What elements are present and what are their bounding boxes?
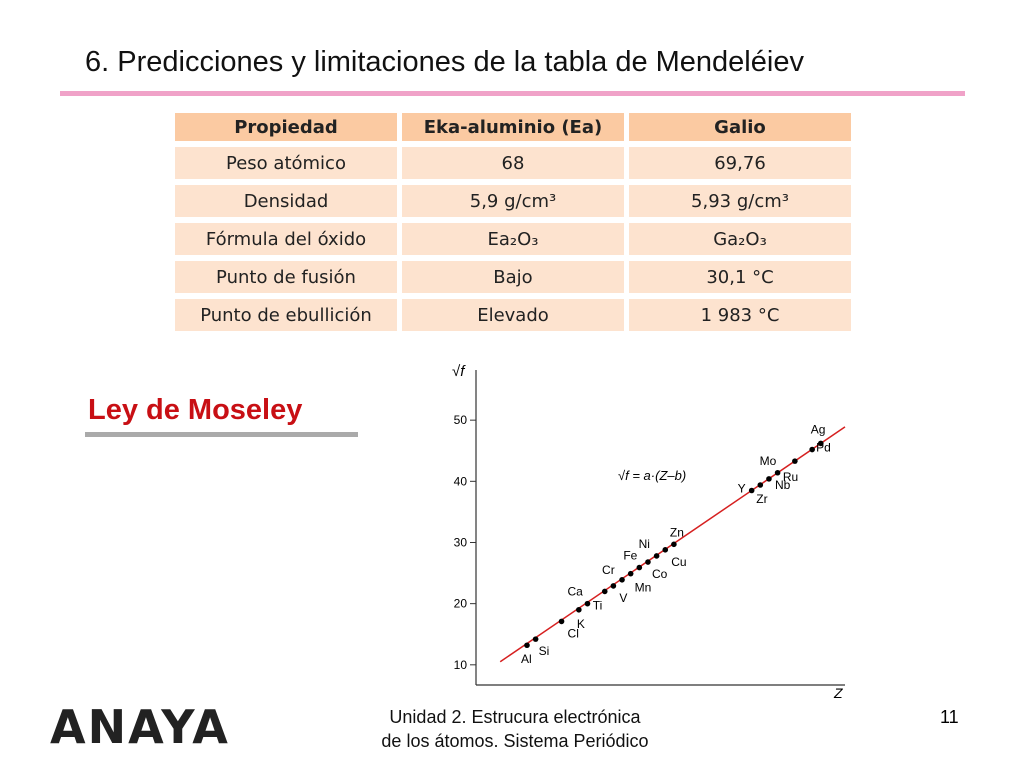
data-point (662, 547, 669, 553)
table-cell: 5,9 g/cm³ (402, 185, 624, 217)
data-point (601, 588, 608, 595)
slide-title: 6. Predicciones y limitaciones de la tab… (85, 46, 804, 78)
point-label: Co (652, 567, 668, 581)
section-title: Ley de Moseley (88, 394, 303, 426)
point-label: Mo (760, 454, 777, 468)
table-cell: 5,93 g/cm³ (629, 185, 851, 217)
x-axis-label: Z (833, 685, 843, 701)
data-point (809, 446, 815, 453)
table-row: Punto de fusión Bajo 30,1 °C (175, 261, 851, 293)
point-label: Al (521, 652, 532, 666)
point-label: Cu (671, 555, 686, 569)
logo: ANAYA (50, 700, 230, 754)
y-tick-label: 30 (454, 535, 468, 549)
point-label: Ca (567, 585, 583, 599)
data-point (757, 482, 764, 488)
data-point (671, 541, 677, 548)
point-label: V (619, 591, 627, 605)
y-tick-label: 50 (454, 413, 468, 427)
y-tick-label: 20 (454, 597, 468, 611)
page-number: 11 (940, 707, 959, 727)
data-point (748, 487, 755, 494)
y-tick-label: 10 (454, 658, 468, 672)
table-cell: Peso atómico (175, 147, 397, 179)
point-label: Ni (639, 537, 650, 551)
point-label: Zn (670, 525, 684, 539)
table-cell: Punto de fusión (175, 261, 397, 293)
header-cell: Eka-aluminio (Ea) (402, 113, 624, 141)
table-cell: Elevado (402, 299, 624, 331)
data-point (584, 600, 591, 607)
table-row: Peso atómico 68 69,76 (175, 147, 851, 179)
point-label: Fe (623, 549, 637, 563)
point-label: Mn (635, 581, 652, 595)
y-tick-label: 40 (454, 474, 468, 488)
data-point (792, 458, 798, 464)
point-label: K (577, 617, 585, 631)
title-rule (60, 91, 965, 96)
table-cell: Ga₂O₃ (629, 223, 851, 255)
point-label: Ti (593, 598, 603, 612)
table-cell: 68 (402, 147, 624, 179)
point-label: Si (539, 644, 550, 658)
point-label: Ag (811, 422, 826, 436)
point-label: Y (738, 481, 746, 495)
formula: √f = a·(Z–b) (618, 468, 686, 483)
data-point (576, 606, 582, 613)
table-cell: Punto de ebullición (175, 299, 397, 331)
point-label: Ru (783, 470, 798, 484)
data-point (645, 559, 651, 565)
point-label: Cl (568, 626, 579, 640)
table-row: Punto de ebullición Elevado 1 983 °C (175, 299, 851, 331)
data-point (818, 440, 824, 447)
point-label: Zr (756, 492, 767, 506)
table-cell: Fórmula del óxido (175, 223, 397, 255)
point-label: Nb (775, 478, 791, 492)
section-underline (85, 432, 358, 437)
data-point (766, 476, 772, 482)
data-point (636, 564, 643, 571)
table-row: Fórmula del óxido Ea₂O₃ Ga₂O₃ (175, 223, 851, 255)
data-point (532, 636, 539, 642)
table-cell: Bajo (402, 261, 624, 293)
table-row: Densidad 5,9 g/cm³ 5,93 g/cm³ (175, 185, 851, 217)
footer-text: de los átomos. Sistema Periódico (381, 731, 649, 751)
data-point (653, 553, 660, 559)
table-cell: 1 983 °C (629, 299, 851, 331)
data-point (524, 642, 530, 649)
data-point (627, 570, 634, 577)
data-point (619, 576, 625, 583)
data-point (558, 618, 565, 625)
y-axis-label: √f (452, 363, 466, 380)
comparison-table: Propiedad Eka-aluminio (Ea) Galio Peso atóm… (170, 107, 856, 337)
point-label: Cr (602, 563, 615, 577)
table-cell: Densidad (175, 185, 397, 217)
header-row: Propiedad Eka-aluminio (Ea) Galio (175, 113, 851, 141)
data-point (610, 583, 617, 589)
table-cell: 69,76 (629, 147, 851, 179)
table-cell: 30,1 °C (629, 261, 851, 293)
header-cell: Galio (629, 113, 851, 141)
header-cell: Propiedad (175, 113, 397, 141)
footer-text: Unidad 2. Estrucura electrónica (389, 707, 641, 727)
table-cell: Ea₂O₃ (402, 223, 624, 255)
data-point (774, 469, 781, 476)
